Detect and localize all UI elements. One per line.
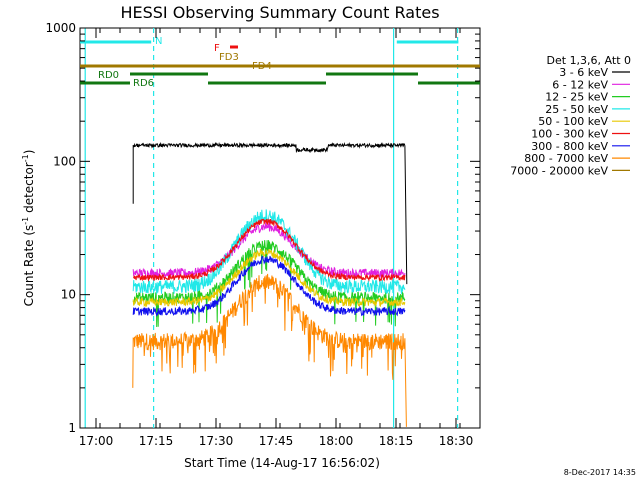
legend-label: 800 - 7000 keV bbox=[524, 152, 608, 165]
y-axis-label-main: Count Rate (s bbox=[22, 225, 36, 307]
chart-title: HESSI Observing Summary Count Rates bbox=[120, 3, 439, 22]
y-tick-label: 1000 bbox=[45, 21, 76, 35]
flag-label-fd4: FD4 bbox=[252, 61, 272, 72]
legend-label: 7000 - 20000 keV bbox=[510, 164, 608, 177]
legend-label: 6 - 12 keV bbox=[552, 78, 608, 91]
x-axis-label: Start Time (14-Aug-17 16:56:02) bbox=[184, 456, 380, 470]
series-line-6 bbox=[132, 255, 406, 317]
count-rate-series bbox=[132, 141, 408, 427]
y-axis-label-sup2: -1 bbox=[21, 154, 30, 162]
y-tick-label: 1 bbox=[68, 421, 76, 435]
legend-label: 25 - 50 keV bbox=[545, 103, 608, 116]
x-axis: 17:00 17:15 17:30 17:45 18:00 18:15 18:30 bbox=[79, 28, 481, 448]
x-tick-label: 17:30 bbox=[199, 434, 234, 448]
legend-label: 300 - 800 keV bbox=[531, 140, 608, 153]
flag-label-rd0: RD0 bbox=[98, 70, 119, 81]
y-axis-label-end: ) bbox=[22, 150, 36, 155]
flag-label-rd6: RD6 bbox=[133, 78, 154, 89]
x-tick-label: 17:45 bbox=[259, 434, 294, 448]
legend-label: 12 - 25 keV bbox=[545, 91, 608, 104]
y-axis: 1 10 100 1000 bbox=[45, 21, 480, 435]
x-tick-label: 18:15 bbox=[379, 434, 414, 448]
flag-label-fd3: FD3 bbox=[219, 52, 239, 63]
series-line-5 bbox=[133, 218, 406, 283]
x-tick-label: 17:15 bbox=[139, 434, 174, 448]
y-axis-label-sup1: -1 bbox=[21, 217, 30, 225]
x-tick-label: 18:30 bbox=[439, 434, 474, 448]
x-tick-label: 17:00 bbox=[79, 434, 114, 448]
y-axis-label: Count Rate (s-1 detector-1) bbox=[21, 150, 36, 307]
x-tick-label: 18:00 bbox=[319, 434, 354, 448]
series-line-3 bbox=[132, 209, 406, 294]
series-line-0 bbox=[132, 141, 408, 285]
timestamp: 8-Dec-2017 14:35 bbox=[564, 468, 636, 477]
y-tick-label: 100 bbox=[53, 154, 76, 168]
y-tick-label: 10 bbox=[61, 288, 76, 302]
legend-label: 100 - 300 keV bbox=[531, 128, 608, 141]
legend-label: 3 - 6 keV bbox=[559, 66, 608, 79]
legend-label: 50 - 100 keV bbox=[538, 115, 608, 128]
legend-title: Det 1,3,6, Att 0 bbox=[547, 54, 631, 67]
series-line-7 bbox=[132, 273, 407, 427]
flag-label-n: N bbox=[155, 36, 162, 47]
y-axis-label-mid: detector bbox=[22, 162, 36, 217]
series-line-4 bbox=[132, 248, 406, 308]
flag-label-f: F bbox=[214, 43, 220, 54]
